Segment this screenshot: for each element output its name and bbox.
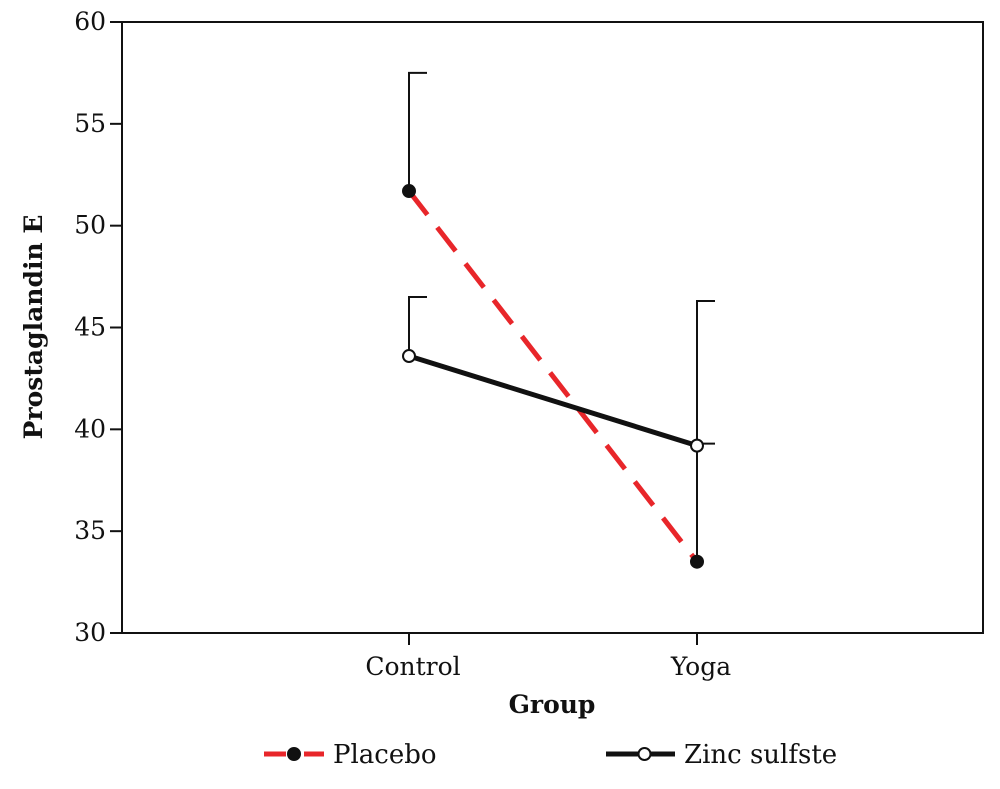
y-tick-label: 30 xyxy=(74,618,106,647)
axes: 30 35 40 45 50 55 60 Control Yoga xyxy=(74,7,984,681)
series-lines xyxy=(407,189,699,564)
x-tick-label: Yoga xyxy=(670,652,731,681)
legend-swatch-marker xyxy=(637,747,652,761)
data-markers xyxy=(402,184,704,569)
x-axis-title: Group xyxy=(509,690,596,719)
y-tick-label: 60 xyxy=(74,7,106,36)
legend: Placebo Zinc sulfste xyxy=(264,740,837,770)
data-point xyxy=(690,438,704,453)
data-point xyxy=(690,554,704,569)
legend-swatch-marker xyxy=(287,747,301,761)
legend-label: Zinc sulfste xyxy=(684,740,837,770)
plot-frame xyxy=(121,21,984,634)
y-tick-label: 55 xyxy=(74,109,106,138)
y-tick-label: 40 xyxy=(74,414,106,443)
data-point xyxy=(402,184,416,199)
y-tick-label: 35 xyxy=(74,516,106,545)
error-bars xyxy=(408,71,715,562)
legend-label: Placebo xyxy=(333,740,437,770)
y-tick-label: 50 xyxy=(74,211,106,240)
y-axis-title: Prostaglandin E xyxy=(19,215,48,440)
series-line-placebo xyxy=(407,189,699,564)
series-line-zinc-sulfste xyxy=(408,353,698,449)
y-tick-label: 45 xyxy=(74,313,106,342)
x-tick-label: Control xyxy=(365,652,460,681)
data-point xyxy=(402,349,416,364)
